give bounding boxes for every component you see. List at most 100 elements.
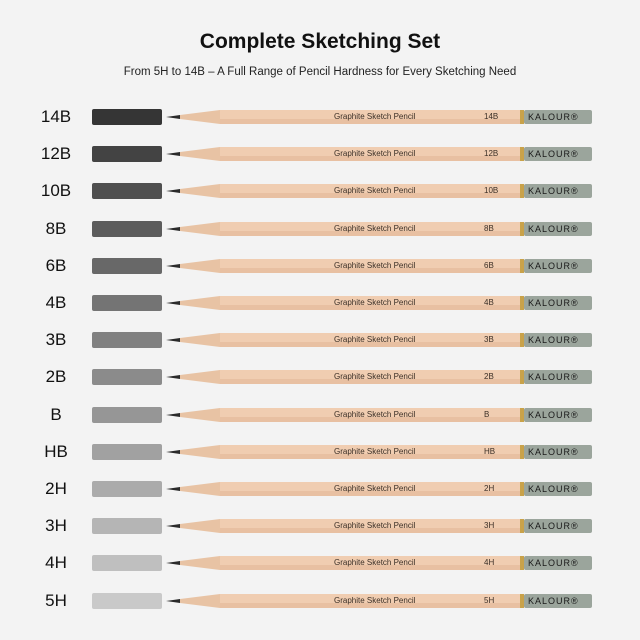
pencil-label: Graphite Sketch Pencil <box>334 558 416 568</box>
shading-swatch <box>92 592 162 609</box>
pencil-grade: 2B <box>484 372 494 382</box>
grade-label: 10B <box>40 181 72 201</box>
shading-swatch <box>92 443 162 460</box>
pencil-grade: 14B <box>484 112 499 121</box>
brand-logo: KALOUR® <box>528 484 579 494</box>
shading-swatch <box>92 257 162 274</box>
pencil-row: 6B Graphite Sketch Pencil 6B KALOUR® <box>0 255 640 277</box>
pencil-row: 12B Graphite Sketch Pencil 12B KALOUR® <box>0 143 640 165</box>
shading-swatch <box>92 183 162 200</box>
brand-logo: KALOUR® <box>528 372 579 383</box>
pencil: Graphite Sketch Pencil 5H KALOUR® <box>166 593 594 609</box>
pencil-label: Graphite Sketch Pencil <box>334 521 416 531</box>
grade-label: 2H <box>45 479 67 498</box>
grade-label: 8B <box>45 218 67 238</box>
brand-logo: KALOUR® <box>528 521 579 532</box>
pencil-grade: 3B <box>484 335 494 345</box>
brand-logo: KALOUR® <box>528 112 579 122</box>
brand-logo: KALOUR® <box>528 409 579 420</box>
pencil-drawing <box>166 110 592 124</box>
pencil-grade: 10B <box>484 186 499 196</box>
pencil-row: 14B Graphite Sketch Pencil 14B KALOUR® <box>0 106 640 128</box>
pencil-drawing <box>166 147 592 162</box>
brand-logo: KALOUR® <box>528 595 579 606</box>
grade-label: 3B <box>45 330 67 350</box>
pencil: Graphite Sketch Pencil B KALOUR® <box>166 407 594 423</box>
pencil: Graphite Sketch Pencil 6B KALOUR® <box>166 258 594 274</box>
pencil-grade: 4H <box>484 558 495 568</box>
pencil-drawing <box>166 482 592 496</box>
pencil-label: Graphite Sketch Pencil <box>334 223 416 233</box>
pencil-row: 8B Graphite Sketch Pencil 8B KALOUR® <box>0 218 640 240</box>
pencil: Graphite Sketch Pencil 2H KALOUR® <box>166 481 594 497</box>
shading-swatch <box>92 555 162 572</box>
pencil-row: 3H Graphite Sketch Pencil 3H KALOUR® <box>0 515 640 537</box>
grade-label: 4B <box>45 293 67 312</box>
grade-label: 2B <box>45 367 67 387</box>
grade-label: 12B <box>40 144 72 164</box>
shading-swatch <box>92 295 162 311</box>
pencil-label: Graphite Sketch Pencil <box>334 595 416 605</box>
shading-swatch <box>92 481 162 497</box>
pencil-drawing <box>166 333 592 348</box>
pencil-row: 3B Graphite Sketch Pencil 3B KALOUR® <box>0 329 640 351</box>
pencil-label: Graphite Sketch Pencil <box>334 446 416 456</box>
brand-logo: KALOUR® <box>528 260 579 271</box>
pencil-drawing <box>166 519 592 534</box>
pencil: Graphite Sketch Pencil 14B KALOUR® <box>166 109 594 125</box>
pencil-label: Graphite Sketch Pencil <box>334 298 416 307</box>
brand-logo: KALOUR® <box>528 335 579 346</box>
brand-logo: KALOUR® <box>528 149 579 160</box>
pencil: Graphite Sketch Pencil 4B KALOUR® <box>166 295 594 311</box>
pencil-label: Graphite Sketch Pencil <box>334 335 416 345</box>
pencil-drawing <box>166 370 592 385</box>
pencil: Graphite Sketch Pencil 10B KALOUR® <box>166 183 594 199</box>
shading-swatch <box>92 109 162 125</box>
pencil-label: Graphite Sketch Pencil <box>334 186 416 196</box>
shading-swatch <box>92 220 162 237</box>
pencil-grade: 12B <box>484 149 499 159</box>
shading-swatch <box>92 518 162 535</box>
pencil-drawing <box>166 593 592 608</box>
grade-label: 6B <box>45 255 67 275</box>
pencil-grade: 2H <box>484 484 495 493</box>
pencil-label: Graphite Sketch Pencil <box>334 484 416 493</box>
brand-logo: KALOUR® <box>528 446 579 457</box>
pencil: Graphite Sketch Pencil 4H KALOUR® <box>166 555 594 571</box>
pencil-row: HB Graphite Sketch Pencil HB KALOUR® <box>0 441 640 463</box>
grade-label: 3H <box>45 516 67 536</box>
pencil-label: Graphite Sketch Pencil <box>334 260 416 270</box>
brand-logo: KALOUR® <box>528 298 579 308</box>
pencil: Graphite Sketch Pencil HB KALOUR® <box>166 444 594 460</box>
pencil-label: Graphite Sketch Pencil <box>334 372 416 382</box>
brand-logo: KALOUR® <box>528 558 579 569</box>
pencil-grade: B <box>484 409 490 419</box>
pencil: Graphite Sketch Pencil 8B KALOUR® <box>166 221 594 237</box>
pencil-row: B Graphite Sketch Pencil B KALOUR® <box>0 404 640 426</box>
pencil: Graphite Sketch Pencil 12B KALOUR® <box>166 146 594 162</box>
shading-swatch <box>92 406 162 423</box>
pencil-row: 5H Graphite Sketch Pencil 5H KALOUR® <box>0 590 640 612</box>
shading-swatch <box>92 369 162 386</box>
pencil-drawing <box>166 184 592 199</box>
pencil: Graphite Sketch Pencil 2B KALOUR® <box>166 369 594 385</box>
pencil: Graphite Sketch Pencil 3B KALOUR® <box>166 332 594 348</box>
pencil-drawing <box>166 556 592 571</box>
pencil-drawing <box>166 407 592 422</box>
pencil-row: 10B Graphite Sketch Pencil 10B KALOUR® <box>0 180 640 202</box>
pencil-drawing <box>166 258 592 273</box>
grade-label: B <box>50 404 62 424</box>
pencil-grade: 3H <box>484 521 495 531</box>
grade-label: 14B <box>40 107 72 126</box>
brand-logo: KALOUR® <box>528 186 579 197</box>
pencil-grade: 5H <box>484 595 495 605</box>
pencil-grade: 4B <box>484 298 494 307</box>
pencil-drawing <box>166 221 592 236</box>
pencil-label: Graphite Sketch Pencil <box>334 149 416 159</box>
pencil: Graphite Sketch Pencil 3H KALOUR® <box>166 518 594 534</box>
grade-label: 5H <box>45 590 67 610</box>
pencil-drawing <box>166 296 592 310</box>
grade-label: HB <box>44 441 68 461</box>
page-subtitle: From 5H to 14B – A Full Range of Pencil … <box>123 66 517 78</box>
pencil-grade: HB <box>484 446 496 456</box>
